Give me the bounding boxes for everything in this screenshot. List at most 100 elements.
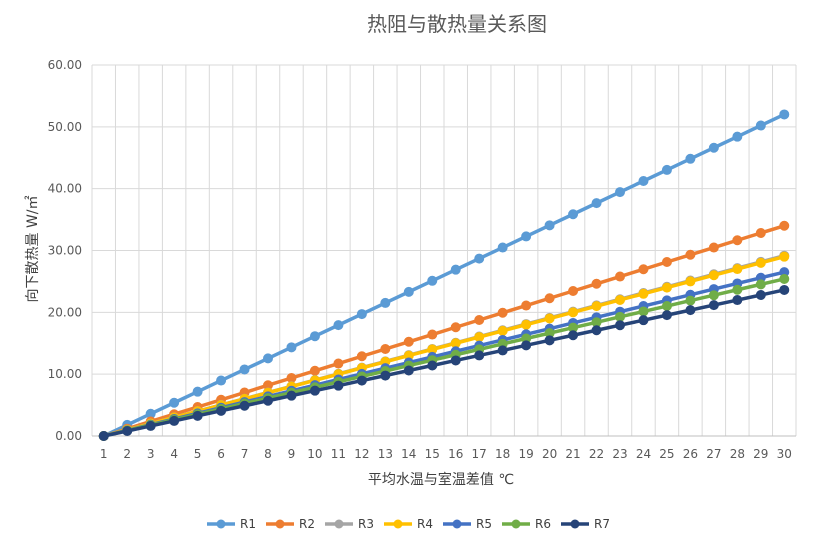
chart-title: 热阻与散热量关系图 [367, 12, 547, 36]
x-tick-label: 1 [100, 447, 108, 461]
data-point-r1 [544, 220, 555, 231]
x-tick-label: 19 [518, 447, 533, 461]
x-tick-label: 29 [753, 447, 768, 461]
data-point-r7 [474, 350, 485, 361]
legend-label: R5 [476, 517, 492, 531]
data-point-r1 [380, 297, 391, 308]
legend: R1 R2 R3 R4 R5 R6 R7 [207, 517, 610, 531]
data-point-r2 [755, 228, 766, 239]
data-point-r6 [755, 279, 766, 290]
data-point-r2 [638, 264, 649, 275]
data-point-r1 [286, 342, 297, 353]
legend-item-r4: R4 [384, 517, 433, 531]
data-point-r4 [474, 332, 485, 343]
data-point-r1 [239, 364, 250, 375]
y-tick-label: 50.00 [48, 120, 82, 134]
x-tick-label: 12 [354, 447, 369, 461]
data-point-r2 [474, 315, 485, 326]
data-point-r1 [638, 175, 649, 186]
data-point-r1 [403, 286, 414, 297]
series-r2 [98, 220, 790, 441]
data-point-r2 [732, 235, 743, 246]
data-point-r7 [239, 400, 250, 411]
legend-label: R3 [358, 517, 374, 531]
data-point-r7 [732, 295, 743, 306]
x-tick-label: 2 [123, 447, 131, 461]
data-point-r2 [403, 336, 414, 347]
y-tick-label: 10.00 [48, 367, 82, 381]
data-point-r4 [544, 313, 555, 324]
data-point-r2 [427, 329, 438, 340]
x-tick-label: 11 [331, 447, 346, 461]
x-tick-label: 21 [565, 447, 580, 461]
series-group [98, 109, 790, 441]
data-point-r1 [732, 131, 743, 142]
y-tick-label: 40.00 [48, 182, 82, 196]
data-point-r7 [263, 395, 273, 406]
data-point-r2 [685, 249, 696, 260]
legend-label: R4 [417, 517, 433, 531]
data-point-r6 [638, 306, 649, 317]
data-point-r7 [568, 330, 579, 341]
y-tick-label: 30.00 [48, 244, 82, 258]
data-point-r7 [615, 320, 625, 331]
x-tick-label: 16 [448, 447, 463, 461]
data-point-r1 [169, 397, 180, 408]
y-tick-label: 0.00 [55, 429, 82, 443]
x-tick-label: 7 [241, 447, 249, 461]
legend-label: R2 [299, 517, 315, 531]
x-tick-label: 25 [659, 447, 674, 461]
data-point-r6 [779, 273, 790, 284]
x-tick-label: 14 [401, 447, 416, 461]
x-tick-label: 30 [777, 447, 792, 461]
x-tick-label: 20 [542, 447, 557, 461]
x-axis-title: 平均水温与室温差值 ℃ [368, 471, 514, 488]
data-point-r4 [708, 270, 719, 281]
data-point-r7 [216, 405, 227, 416]
data-point-r2 [591, 278, 602, 289]
legend-swatch-marker [334, 519, 344, 529]
data-point-r1 [263, 353, 273, 364]
data-point-r1 [474, 253, 485, 264]
data-point-r1 [356, 309, 367, 320]
x-tick-label: 9 [288, 447, 296, 461]
x-tick-label: 24 [636, 447, 651, 461]
data-point-r4 [685, 276, 696, 287]
data-point-r2 [380, 344, 391, 355]
data-point-r7 [169, 415, 180, 426]
data-point-r6 [615, 311, 625, 322]
data-point-r4 [568, 307, 579, 318]
data-point-r7 [380, 370, 391, 381]
data-point-r6 [708, 290, 719, 301]
data-point-r4 [497, 325, 508, 336]
data-point-r7 [685, 305, 696, 316]
data-point-r1 [568, 209, 579, 220]
data-point-r7 [591, 325, 602, 336]
x-tick-label: 15 [425, 447, 440, 461]
data-point-r1 [216, 375, 227, 386]
data-point-r1 [450, 264, 461, 275]
legend-swatch-marker [275, 519, 285, 529]
legend-swatch-marker [511, 519, 521, 529]
data-point-r2 [497, 307, 508, 318]
data-point-r2 [568, 286, 579, 297]
data-point-r1 [779, 109, 790, 120]
data-point-r7 [450, 355, 461, 366]
data-point-r2 [521, 300, 532, 311]
data-point-r7 [192, 410, 203, 421]
data-point-r2 [356, 351, 367, 362]
data-point-r7 [333, 380, 344, 391]
data-point-r1 [192, 386, 203, 397]
data-point-r7 [122, 425, 133, 436]
data-point-r1 [427, 275, 438, 286]
data-point-r6 [685, 295, 696, 306]
data-point-r7 [521, 340, 532, 351]
y-axis-title: 向下散热量 W/㎡ [25, 195, 41, 302]
data-point-r7 [497, 345, 508, 356]
data-point-r4 [638, 288, 649, 299]
data-point-r7 [638, 315, 649, 326]
data-point-r1 [685, 153, 696, 164]
